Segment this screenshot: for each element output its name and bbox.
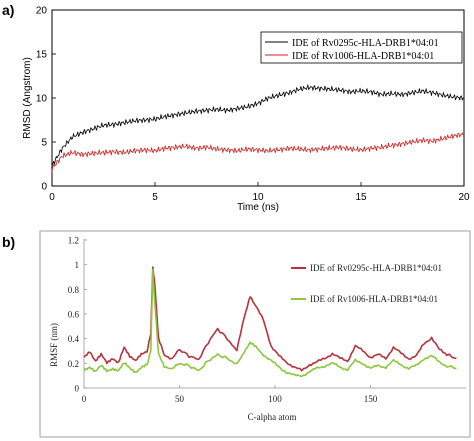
- panel-a-x-tick-label: 5: [152, 192, 158, 203]
- panel-a-y-tick-label: 20: [36, 6, 48, 17]
- panel-b-y-tick-label: 0.4: [68, 334, 80, 344]
- panel-a-y-tick-label: 10: [36, 94, 48, 105]
- panel-a-y-tick-label: 15: [36, 50, 48, 61]
- panel-b-series-2-line: [83, 268, 457, 378]
- panel-a-y-axis-label: RMSD (Angstrom): [22, 57, 33, 139]
- panel-b-y-tick-label: 0.2: [68, 359, 79, 369]
- panel-b-x-tick-label: 100: [268, 394, 282, 404]
- panel-b-y-tick-label: 0: [75, 384, 80, 394]
- panel-a-chart: 0 5 10 15 20 0 5 10 15 20 Time (ns) RMSD (Angstr…: [22, 6, 470, 214]
- panel-a-legend: IDE of Rv0295c-HLA-DRB1*04:01 IDE of Rv1…: [260, 31, 463, 64]
- panel-b-legend-entry-1: IDE of Rv0295c-HLA-DRB1*04:01: [310, 263, 442, 273]
- panel-b-y-axis-label: RMSF (nm): [49, 323, 59, 367]
- panel-b-chart: 0 0.2 0.4 0.6 0.8 1 1.2 0 50 100 150 C-alpha atom…: [49, 236, 466, 422]
- panel-a-x-tick-label: 15: [355, 192, 367, 203]
- panel-a-series-1-line: [51, 84, 464, 166]
- panel-a-legend-box: [260, 31, 463, 64]
- panel-a-y-tick-label: 5: [41, 138, 47, 149]
- panel-a-x-tick-label: 10: [252, 192, 264, 203]
- panel-b-y-tick-label: 1.2: [68, 236, 79, 246]
- panel-b-outer-frame: [39, 230, 471, 438]
- panel-a-label: a): [2, 2, 14, 18]
- panel-b-x-tick-label: 0: [82, 394, 87, 404]
- panel-b-y-tick-label: 0.8: [68, 285, 80, 295]
- panel-a-x-tick-label: 20: [458, 192, 470, 203]
- panel-b-x-axis-label: C-alpha atom: [248, 412, 297, 422]
- panel-b-y-tick-label: 0.6: [68, 310, 80, 320]
- panel-b-x-tick-label: 150: [364, 394, 378, 404]
- panel-a-legend-entry-1: IDE of Rv0295c-HLA-DRB1*04:01: [292, 38, 439, 49]
- panel-a-series-2-line: [51, 132, 465, 172]
- panel-a-x-axis-label: Time (ns): [237, 202, 279, 213]
- panel-a-legend-entry-2: IDE of Rv1006-HLA-DRB1*04:01: [292, 51, 434, 62]
- panel-b-legend: IDE of Rv0295c-HLA-DRB1*04:01 IDE of Rv1…: [291, 263, 442, 304]
- panel-b-label: b): [2, 234, 15, 250]
- panel-b-y-tick-label: 1: [75, 260, 80, 270]
- panel-b-legend-entry-2: IDE of Rv1006-HLA-DRB1*04:01: [310, 294, 438, 304]
- panel-a-x-tick-label: 0: [49, 192, 55, 203]
- panel-b-series-1-line: [83, 266, 457, 372]
- panel-a-y-tick-label: 0: [41, 182, 47, 193]
- panel-b-x-tick-label: 50: [175, 394, 185, 404]
